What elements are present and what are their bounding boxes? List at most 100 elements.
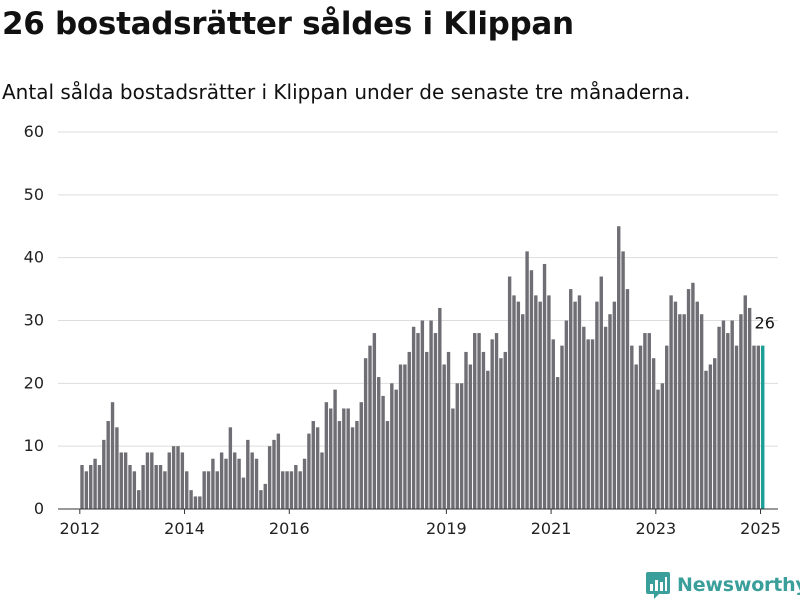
bar [198, 496, 202, 509]
x-tick-label: 2016 [269, 519, 310, 538]
x-tick-label: 2014 [164, 519, 205, 538]
bar [569, 289, 573, 509]
bar [721, 320, 726, 509]
bar [617, 226, 621, 509]
bar [89, 465, 93, 509]
bar [123, 452, 128, 509]
bar [416, 333, 420, 509]
bar [468, 364, 473, 509]
bar [377, 377, 381, 509]
bar [756, 345, 761, 509]
bar [263, 483, 267, 509]
bar [752, 345, 756, 509]
bar [128, 465, 132, 509]
bar [651, 358, 656, 509]
bar [333, 389, 337, 509]
chart-title: 26 bostadsrätter såldes i Klippan [2, 6, 574, 42]
bar [110, 402, 115, 509]
bar [372, 333, 377, 509]
bar [494, 333, 499, 509]
bar [115, 427, 119, 509]
bar [320, 452, 324, 509]
bar [538, 301, 542, 509]
bar [228, 427, 233, 509]
bar [529, 270, 534, 509]
bar [215, 471, 219, 509]
bar [582, 326, 586, 509]
bar [621, 251, 625, 509]
y-tick-label: 20 [24, 373, 44, 392]
x-tick-label: 2025 [740, 519, 781, 538]
bar [516, 301, 521, 509]
bar [202, 471, 206, 509]
bar [507, 276, 512, 509]
bar [359, 402, 363, 509]
bar [595, 301, 599, 509]
bar [390, 383, 394, 509]
bar [355, 421, 359, 509]
bar [665, 345, 669, 509]
bar [473, 333, 477, 509]
brand-name: Newsworthy [677, 574, 800, 596]
bar [93, 458, 97, 509]
bar [433, 333, 438, 509]
bar [612, 301, 617, 509]
bar [307, 433, 311, 509]
bar [586, 339, 590, 509]
bar [97, 465, 102, 509]
bar [219, 452, 224, 509]
y-tick-label: 30 [24, 311, 44, 330]
bar [603, 326, 608, 509]
bar [241, 477, 246, 509]
x-tick-label: 2023 [635, 519, 676, 538]
bar [189, 490, 193, 509]
bar [577, 295, 582, 509]
bar [407, 351, 411, 509]
bar [464, 351, 468, 509]
bar [363, 358, 368, 509]
bar [551, 339, 555, 509]
bar [329, 408, 333, 509]
bar [438, 307, 442, 509]
bar [368, 345, 372, 509]
bar [167, 452, 171, 509]
x-axis: 2012 2014 2016 2019 2021 2023 2025 [58, 508, 781, 538]
bar [547, 295, 551, 509]
bar [555, 377, 560, 509]
bar [233, 452, 237, 509]
bar [158, 465, 163, 509]
bar [429, 320, 433, 509]
bar [599, 276, 603, 509]
bar [385, 421, 390, 509]
bar [525, 251, 529, 509]
bar [150, 452, 154, 509]
bar [573, 301, 577, 509]
bar [512, 295, 516, 509]
bar [80, 465, 84, 509]
bar [534, 295, 538, 509]
bar [381, 395, 385, 509]
bar [660, 383, 665, 509]
bar [691, 282, 695, 509]
bar [643, 333, 647, 509]
bar [171, 446, 176, 509]
bar [224, 458, 228, 509]
bar [673, 301, 678, 509]
bar [699, 314, 704, 509]
bar [682, 314, 686, 509]
y-tick-label: 60 [24, 122, 44, 141]
bar [246, 439, 250, 509]
bar [411, 326, 416, 509]
newsworthy-logo-icon [646, 572, 670, 599]
bar [250, 452, 254, 509]
newsworthy-logo[interactable]: Newsworthy [645, 570, 800, 600]
bar [669, 295, 673, 509]
x-tick-label: 2019 [426, 519, 467, 538]
bar [499, 358, 503, 509]
annotations: 26 [755, 314, 775, 333]
bar [281, 471, 285, 509]
bar [102, 439, 106, 509]
bar [420, 320, 425, 509]
bar [394, 389, 398, 509]
bar [176, 446, 180, 509]
